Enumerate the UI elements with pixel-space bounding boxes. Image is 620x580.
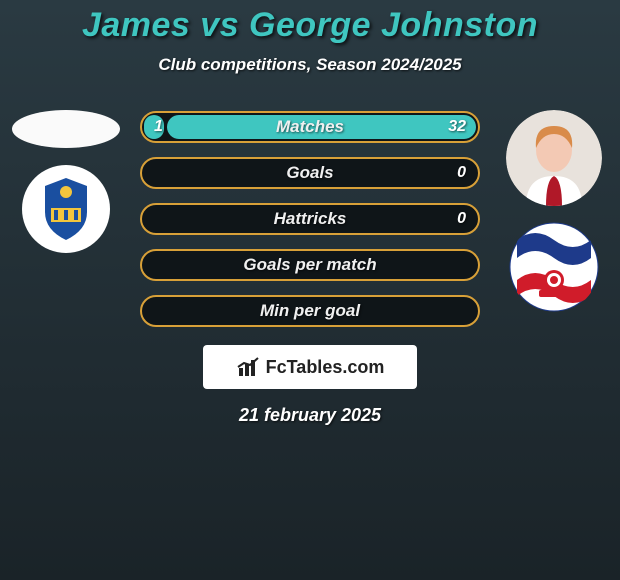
stat-row: Goals 0 bbox=[140, 157, 480, 189]
stat-value-left: 1 bbox=[154, 118, 163, 136]
stat-value-right: 0 bbox=[457, 164, 466, 182]
stat-value-right: 32 bbox=[448, 118, 466, 136]
stat-label: Goals per match bbox=[243, 255, 376, 275]
stat-row: 1 Matches 32 bbox=[140, 111, 480, 143]
stat-row: Hattricks 0 bbox=[140, 203, 480, 235]
stat-row: Min per goal bbox=[140, 295, 480, 327]
stat-rows: 1 Matches 32 Goals 0 Hattricks 0 Goals per matc… bbox=[140, 111, 480, 327]
stat-label: Goals bbox=[286, 163, 333, 183]
chart-icon bbox=[236, 356, 262, 378]
branding-badge: FcTables.com bbox=[203, 345, 417, 389]
infographic: James vs George Johnston Club competitio… bbox=[0, 0, 620, 426]
stat-label: Hattricks bbox=[274, 209, 347, 229]
stat-label: Min per goal bbox=[260, 301, 360, 321]
page-title: James vs George Johnston bbox=[0, 6, 620, 45]
stat-value-right: 0 bbox=[457, 210, 466, 228]
date-text: 21 february 2025 bbox=[0, 405, 620, 426]
subtitle: Club competitions, Season 2024/2025 bbox=[0, 55, 620, 75]
stat-label: Matches bbox=[276, 117, 344, 137]
stats-panel: 1 Matches 32 Goals 0 Hattricks 0 Goals per matc… bbox=[0, 111, 620, 426]
branding-text: FcTables.com bbox=[266, 357, 385, 378]
stat-row: Goals per match bbox=[140, 249, 480, 281]
